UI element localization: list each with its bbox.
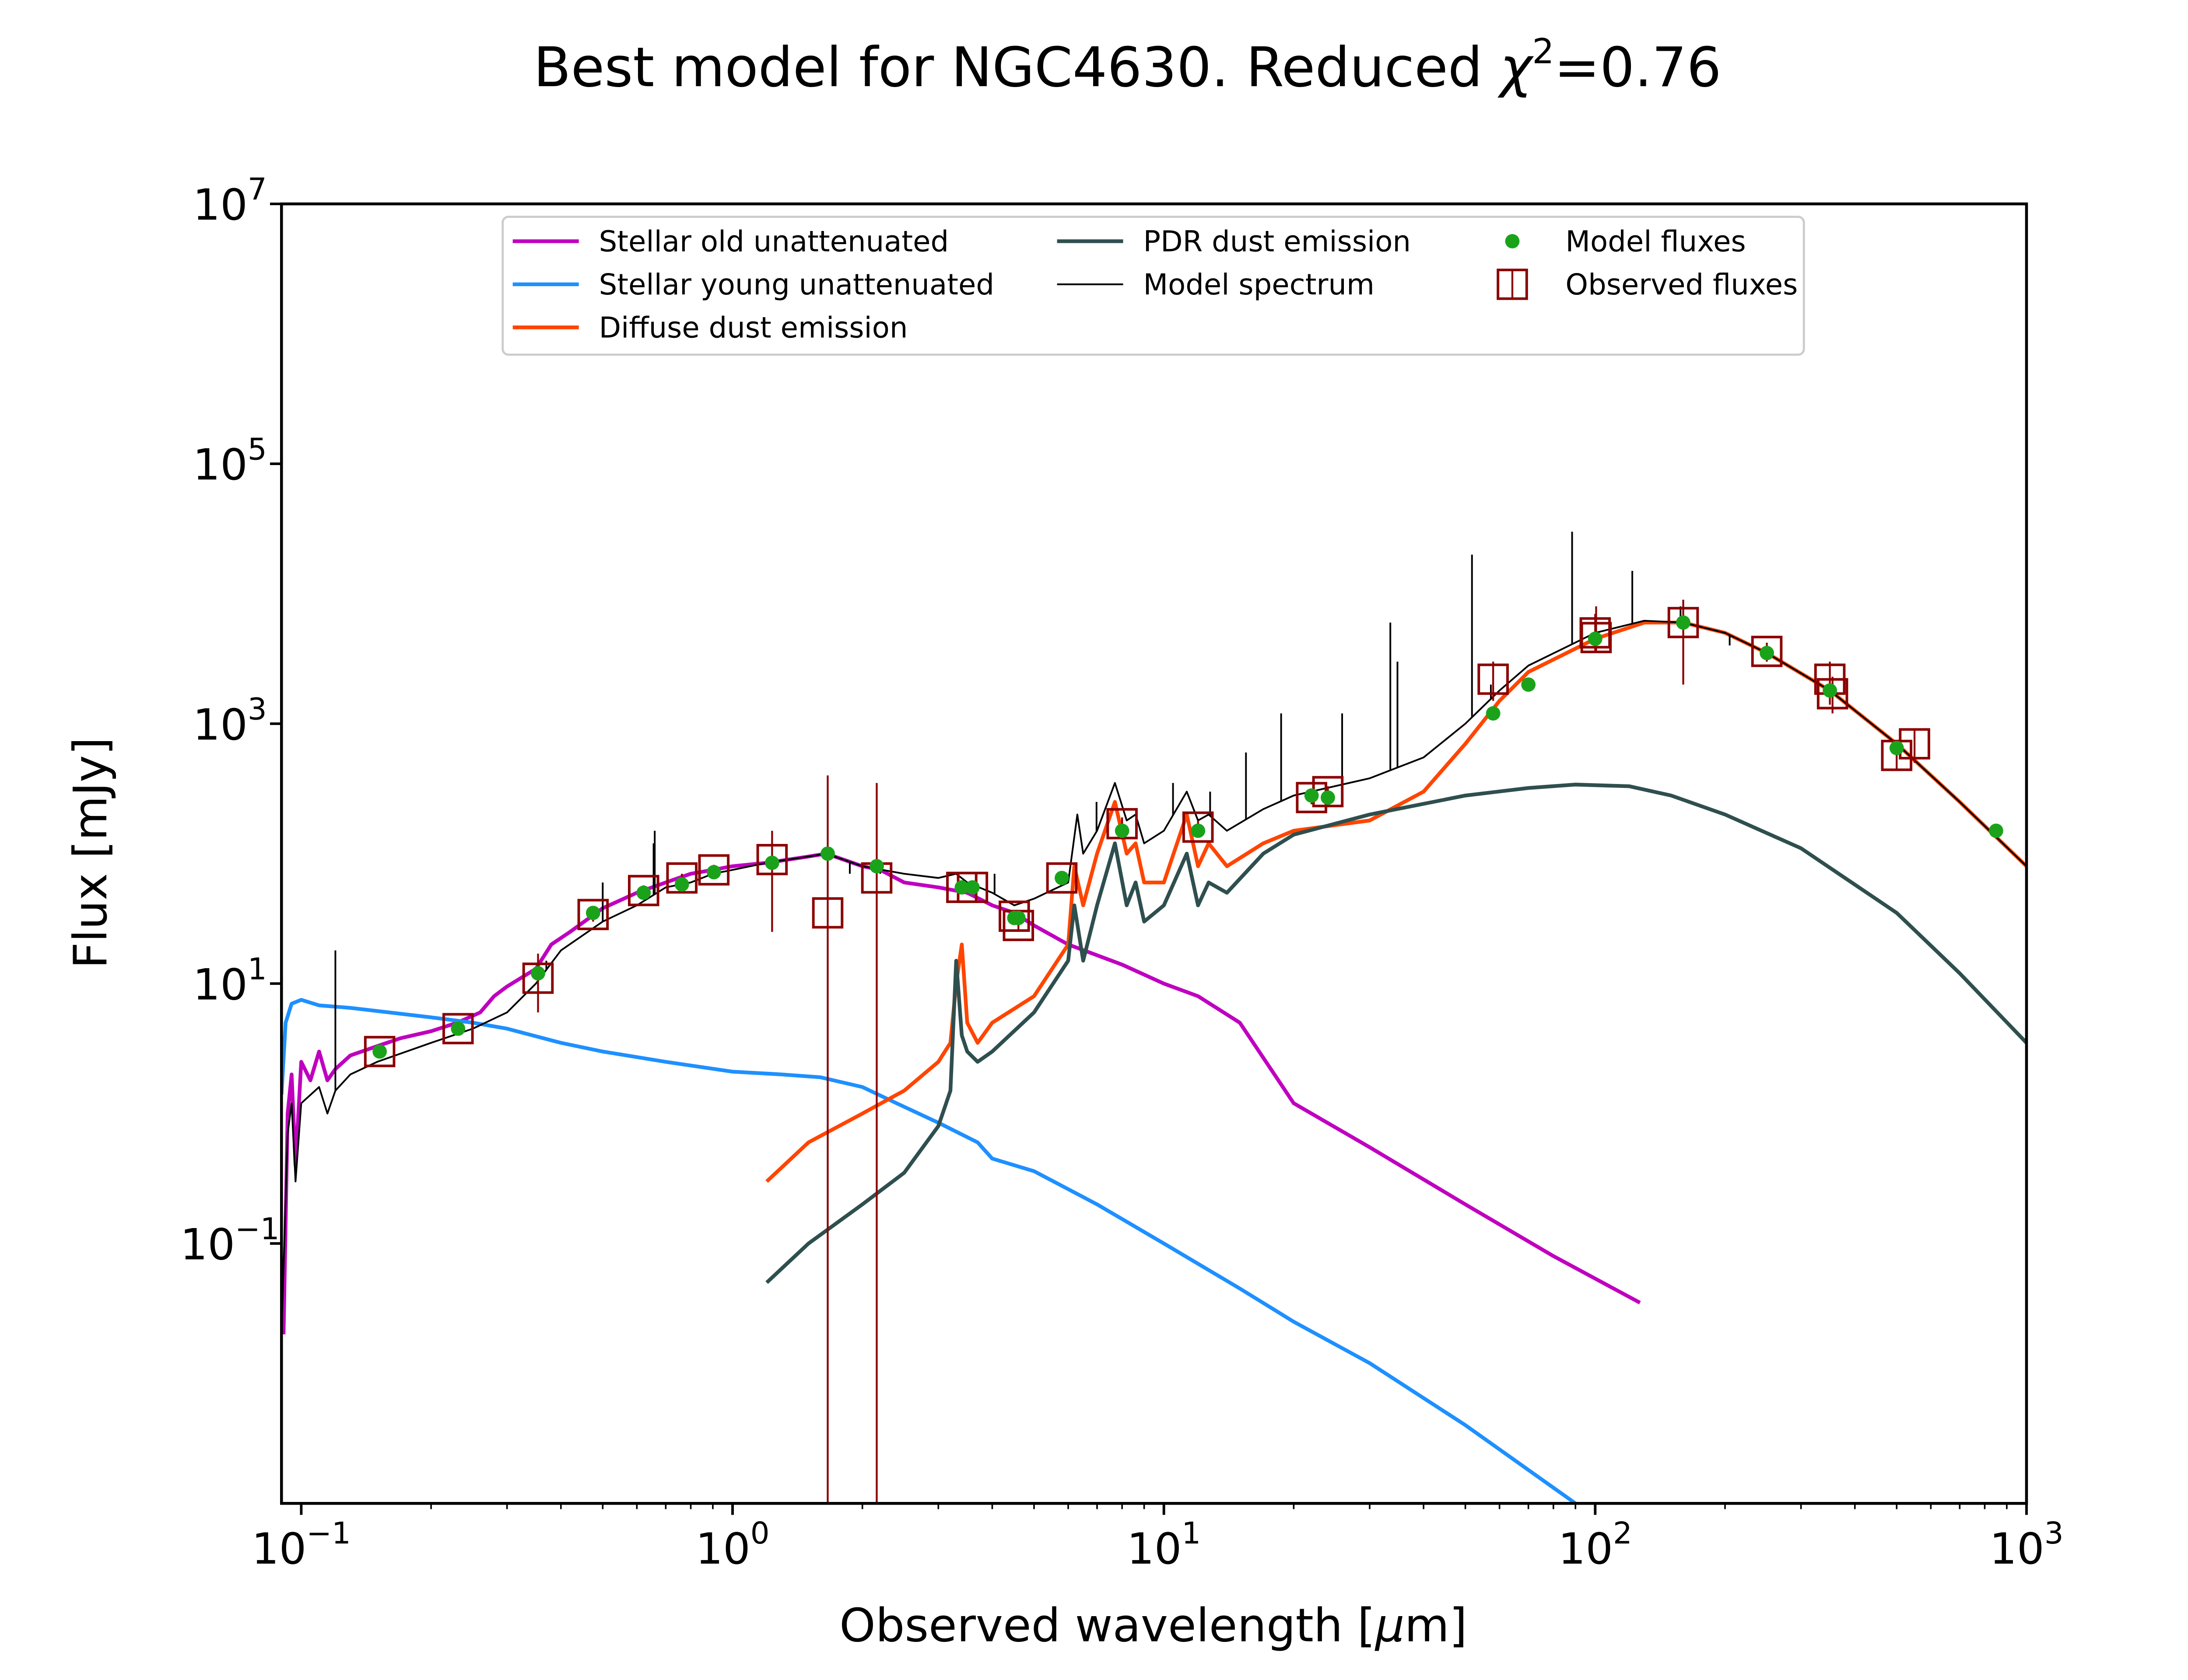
legend-entry-diffuse-dust-emission: Diffuse dust emission [512,311,908,344]
model-flux-point [372,1044,387,1059]
observed-flux-marker [698,854,730,886]
model-flux-point [1823,683,1837,698]
observed-flux-marker [1477,663,1509,695]
observed-flux-marker [1816,678,1848,710]
model-flux-point [674,877,689,892]
x-tick-label: 10−1 [252,1516,351,1574]
series-stellar-young-unattenuated [281,998,1577,1504]
model-flux-point [965,880,980,895]
observed-flux-marker [628,875,659,906]
model-flux-point [1588,631,1602,646]
model-flux-point [764,855,779,870]
legend-entry-stellar-young-unattenuated: Stellar young unattenuated [512,268,994,301]
observed-flux-marker [812,897,844,929]
legend-label: Stellar young unattenuated [599,268,994,301]
axis-ticks: 10−1 100 101 102 103 10−1 101 103 105 107 [180,172,2064,1574]
emission-lines [334,532,1731,1091]
model-flux-point [954,880,969,895]
model-flux-point [1889,741,1904,756]
model-flux-point [1191,823,1206,838]
model-flux-point [706,865,721,879]
observed-flux-marker [364,1036,396,1068]
legend-label: Model fluxes [1565,225,1746,258]
x-tick-label: 101 [1127,1516,1201,1574]
series-pdr-dust-emission [765,783,2027,1284]
model-flux-point [1486,706,1501,721]
observed-flux-marker [1667,607,1699,638]
model-flux-point [870,859,884,874]
series-model-spectrum [281,620,2027,1334]
chart-title: Best model for NGC4630. Reduced χ2=0.76 [533,31,1722,99]
legend-label: Stellar old unattenuated [599,225,949,258]
y-tick-label: 10−1 [180,1211,280,1270]
observed-flux-marker [1580,622,1612,654]
observed-fluxes [364,599,1930,1504]
model-flux-point [820,846,835,861]
legend-label: Model spectrum [1143,268,1375,301]
model-flux-point [636,886,651,900]
legend-entry-model-fluxes: Model fluxes [1505,225,1746,258]
observed-flux-marker [1751,636,1783,667]
model-flux-point [1304,788,1319,803]
model-flux-point [1521,677,1536,692]
legend: Stellar old unattenuated Stellar young un… [501,216,1805,356]
observed-flux-marker [442,1013,474,1044]
legend-entry-stellar-old-unattenuated: Stellar old unattenuated [512,225,949,258]
model-flux-point [1055,871,1069,886]
model-fluxes [372,615,2003,1059]
observed-flux-marker [999,900,1030,932]
y-axis-label: Flux [mJy] [64,737,117,969]
legend-label: PDR dust emission [1143,225,1411,258]
x-axis-label: Observed wavelength [μm] [839,1599,1467,1652]
y-tick-label: 107 [193,172,267,230]
model-flux-point [1988,823,2003,838]
model-flux-point [586,906,600,920]
axes-frame [280,202,2028,1505]
observed-flux-marker [756,844,788,875]
model-flux-point [531,966,545,981]
model-flux-point [1676,615,1690,630]
legend-box [501,216,1805,356]
model-flux-point [1115,823,1129,838]
observed-flux-marker [1182,811,1214,843]
y-tick-label: 101 [193,952,267,1010]
legend-entry-pdr-dust-emission: PDR dust emission [1057,225,1411,258]
x-tick-label: 102 [1558,1516,1632,1574]
observed-flux-marker [666,862,698,894]
y-tick-label: 103 [193,692,267,750]
x-tick-label: 103 [1989,1516,2063,1574]
model-flux-point [1760,646,1774,660]
observed-flux-marker [1046,862,1078,894]
series-diffuse-dust-emission [765,620,2027,1183]
series-stellar-old-unattenuated [281,851,1641,1334]
legend-entry-model-spectrum: Model spectrum [1057,268,1375,301]
model-curves [281,620,2027,1504]
model-flux-point [451,1021,466,1036]
legend-entry-observed-fluxes: Observed fluxes [1497,268,1798,301]
legend-label: Diffuse dust emission [599,311,908,344]
observed-flux-marker [522,962,554,994]
legend-swatch [1505,234,1520,248]
observed-flux-marker [1106,808,1138,840]
x-tick-label: 100 [695,1516,769,1574]
legend-label: Observed fluxes [1565,268,1798,301]
model-flux-point [1011,910,1026,925]
observed-flux-marker [577,899,609,931]
y-tick-label: 105 [193,432,267,490]
model-flux-point [1321,790,1335,805]
